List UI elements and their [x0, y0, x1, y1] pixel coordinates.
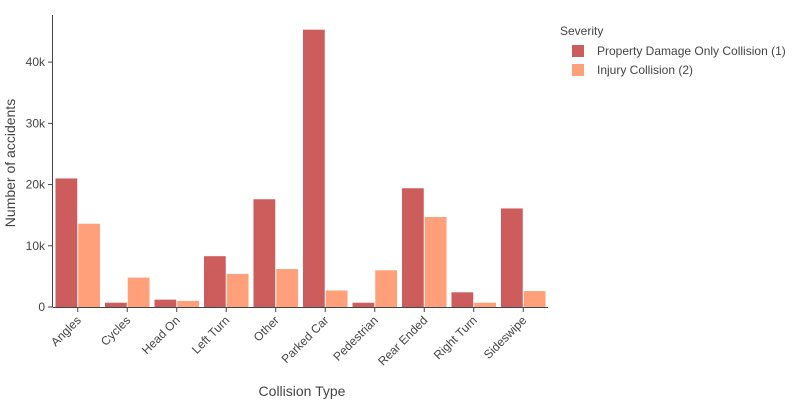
legend-item-property-damage[interactable]: Property Damage Only Collision (1) — [560, 41, 786, 60]
bar-cycles-series-1[interactable] — [104, 302, 127, 307]
y-ticks-layer: 0 10k 20k 30k 40k — [26, 55, 53, 314]
y-tick-label: 20k — [26, 178, 46, 192]
legend-label-property-damage: Property Damage Only Collision (1) — [597, 43, 786, 58]
bar-right-turn-series-1[interactable] — [451, 292, 474, 307]
bar-other-series-2[interactable] — [276, 269, 299, 307]
y-axis-title: Number of accidents — [2, 99, 18, 227]
bar-sideswipe-series-1[interactable] — [500, 208, 523, 307]
bar-angles-series-1[interactable] — [55, 178, 78, 307]
legend-item-injury[interactable]: Injury Collision (2) — [560, 60, 786, 79]
bar-pedestrian-series-2[interactable] — [375, 270, 398, 307]
x-tick-label: Parked Car — [279, 313, 332, 366]
legend-label-injury: Injury Collision (2) — [597, 62, 694, 77]
x-tick-label: Right Turn — [431, 313, 480, 362]
bar-left-turn-series-2[interactable] — [226, 273, 249, 307]
x-tick-label: Head On — [139, 313, 183, 357]
x-tick-label: Cycles — [98, 313, 133, 348]
bar-pedestrian-series-1[interactable] — [352, 302, 375, 307]
bar-angles-series-2[interactable] — [78, 223, 101, 307]
bar-sideswipe-series-2[interactable] — [523, 291, 546, 307]
legend: Severity Property Damage Only Collision … — [560, 24, 786, 79]
x-tick-label: Angles — [48, 313, 84, 349]
bar-head-on-series-2[interactable] — [177, 300, 200, 307]
x-axis-title: Collision Type — [259, 383, 346, 399]
bar-rear-ended-series-2[interactable] — [424, 217, 447, 307]
bar-right-turn-series-2[interactable] — [474, 302, 497, 307]
bar-parked-car-series-2[interactable] — [325, 290, 348, 307]
bar-head-on-series-1[interactable] — [154, 299, 177, 307]
legend-title: Severity — [560, 24, 604, 38]
bar-rear-ended-series-1[interactable] — [401, 188, 424, 307]
y-tick-label: 10k — [26, 239, 46, 253]
bars-layer — [55, 29, 546, 307]
bar-other-series-1[interactable] — [253, 199, 276, 307]
bar-cycles-series-2[interactable] — [127, 277, 150, 307]
x-ticks-layer: Angles Cycles Head On Left Turn OtherParked … — [48, 307, 530, 368]
y-tick-label: 40k — [26, 55, 46, 69]
bar-left-turn-series-1[interactable] — [203, 256, 226, 307]
x-tick-label: Pedestrian — [330, 313, 380, 363]
legend-swatch-property-damage — [572, 44, 584, 57]
bar-parked-car-series-1[interactable] — [302, 29, 325, 307]
x-tick-label: Left Turn — [189, 313, 232, 356]
x-tick-label: Other — [251, 313, 282, 344]
y-tick-label: 0 — [38, 300, 45, 314]
legend-swatch-injury — [572, 63, 584, 76]
x-tick-label: Sideswipe — [481, 313, 530, 362]
y-tick-label: 30k — [26, 116, 46, 130]
x-tick-label: Rear Ended — [375, 313, 430, 368]
